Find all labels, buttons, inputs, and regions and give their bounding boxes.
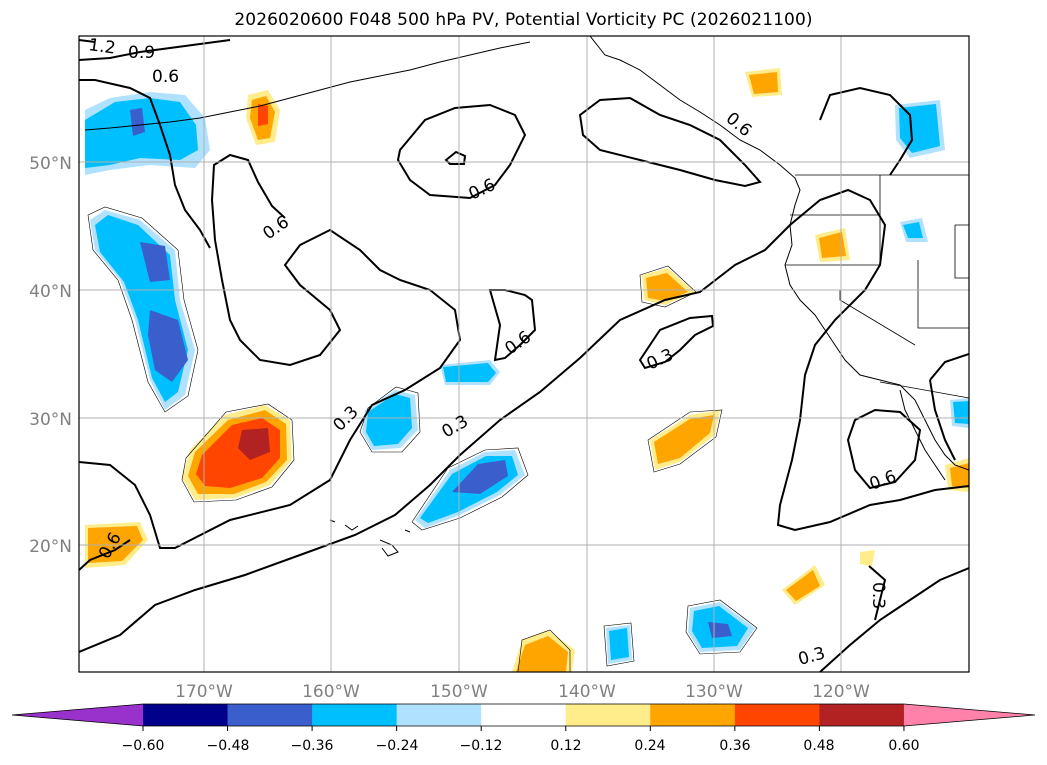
lon-label: 140°W: [558, 682, 616, 702]
colorbar-tick: 0.24: [634, 738, 665, 754]
pv-contours: [79, 39, 969, 672]
anomaly-outlines: [87, 206, 758, 672]
lat-label: 50°N: [29, 154, 72, 174]
lat-labels: 50°N 40°N 30°N 20°N: [29, 154, 72, 557]
coastlines: [84, 36, 969, 557]
contour-0.9: [79, 39, 231, 61]
contour-label: 0.3: [644, 345, 677, 375]
map-frame: [78, 35, 970, 673]
colorbar-tick: −0.36: [291, 738, 334, 754]
colorbar-bin: [819, 704, 905, 726]
colorbar-tick: −0.60: [122, 738, 165, 754]
contour-1.2: [79, 39, 96, 43]
colorbar-bin: [227, 704, 313, 726]
colorbar-tick: 0.12: [550, 738, 581, 754]
contour-0.3-south-east: [819, 567, 969, 672]
contour-label: 0.6: [722, 109, 756, 142]
map-title: 2026020600 F048 500 hPa PV, Potential Vo…: [234, 10, 813, 30]
contour-label: 0.6: [466, 175, 499, 205]
colorbar-ticks: −0.60 −0.48 −0.36 −0.24 −0.12 0.12 0.24 …: [122, 738, 920, 754]
contour-0.6-south-east-closed: [846, 408, 922, 490]
colorbar-bin: [143, 704, 229, 726]
colorbar-tick: −0.48: [207, 738, 250, 754]
colorbar-tick: −0.24: [376, 738, 419, 754]
contour-label: 0.6: [501, 327, 535, 359]
contour-label: 1.2: [87, 35, 117, 59]
lat-label: 40°N: [29, 282, 72, 302]
lon-label: 160°W: [302, 682, 360, 702]
colorbar-extend-high: [903, 704, 1035, 726]
contour-0.6-north-west: [79, 79, 211, 249]
contour-label: 0.3: [329, 402, 362, 435]
map-grid: [79, 36, 969, 672]
contour-label: 0.6: [259, 212, 293, 244]
map-plot-area: 1.2 0.9 0.6 0.6 0.6 0.6 0.3 0.3 0.6 0.3 …: [79, 35, 969, 672]
pv-shading: [85, 68, 969, 672]
colorbar: [11, 703, 1036, 731]
lon-label: 170°W: [175, 682, 233, 702]
contour-label: 0.3: [868, 582, 888, 609]
colorbar-tick: 0.36: [719, 738, 750, 754]
colorbar-tick: 0.60: [888, 738, 919, 754]
colorbar-bin: [312, 704, 398, 726]
contour-label: 0.9: [128, 43, 155, 63]
contour-label: 0.3: [796, 644, 827, 670]
borders: [785, 174, 969, 399]
lon-labels: 170°W 160°W 150°W 140°W 130°W 120°W: [175, 682, 870, 702]
contour-label: 0.3: [439, 411, 472, 442]
lon-label: 130°W: [685, 682, 743, 702]
lat-label: 30°N: [29, 410, 72, 430]
colorbar-tick: −0.12: [460, 738, 503, 754]
lon-label: 120°W: [812, 682, 870, 702]
colorbar-extend-low: [12, 704, 143, 726]
contour-labels: 1.2 0.9 0.6 0.6 0.6 0.6 0.3 0.3 0.6 0.3 …: [87, 35, 899, 670]
contour-label: 0.6: [867, 467, 899, 495]
contour-0.6-north-closed: [396, 103, 527, 200]
contour-0.6-central-open: [488, 289, 537, 362]
colorbar-bin: [396, 704, 482, 726]
lat-label: 20°N: [29, 537, 72, 557]
lon-label: 150°W: [430, 682, 488, 702]
colorbar-bin: [734, 704, 820, 726]
colorbar-bin: [481, 704, 567, 726]
colorbar-tick: 0.48: [803, 738, 834, 754]
colorbar-bin: [650, 704, 736, 726]
contour-0.3-west: [79, 153, 462, 549]
colorbar-bin: [565, 704, 651, 726]
contour-0.3-east-closed: [638, 314, 715, 370]
contour-0.3-south: [79, 188, 969, 653]
contour-0.6-north-east: [578, 96, 762, 188]
contour-label: 0.6: [152, 67, 179, 87]
